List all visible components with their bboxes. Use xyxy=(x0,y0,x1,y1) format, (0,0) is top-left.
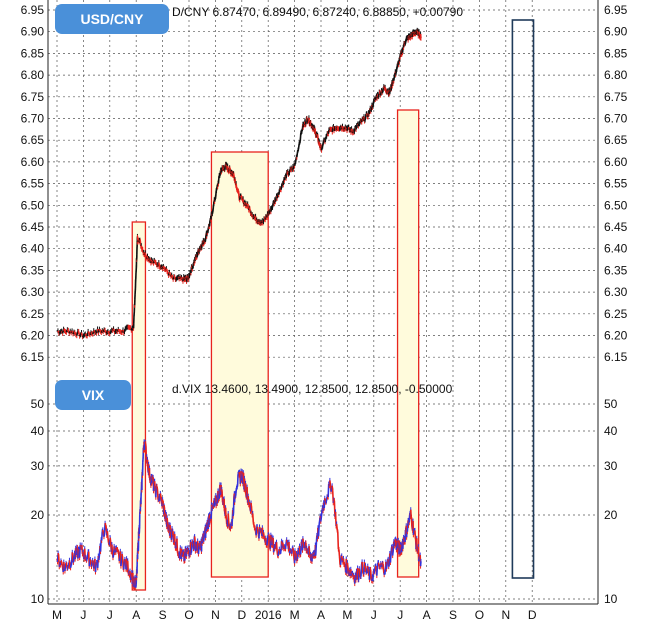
usdcny-y-tick-left: 6.55 xyxy=(21,177,45,191)
usdcny-y-tick-right: 6.25 xyxy=(604,307,628,321)
x-tick-label: M xyxy=(342,608,352,622)
usdcny-y-tick-right: 6.30 xyxy=(604,285,628,299)
usdcny-y-tick-right: 6.15 xyxy=(604,350,628,364)
usdcny-y-tick-left: 6.15 xyxy=(21,350,45,364)
usdcny-y-tick-right: 6.85 xyxy=(604,46,628,60)
usdcny-y-tick-left: 6.75 xyxy=(21,90,45,104)
usdcny-y-tick-right: 6.60 xyxy=(604,155,628,169)
x-tick-label: S xyxy=(449,608,457,622)
vix-y-tick-right: 30 xyxy=(604,459,618,473)
x-tick-label: J xyxy=(371,608,377,622)
usdcny-y-tick-right: 6.40 xyxy=(604,242,628,256)
y-tick-layer: 6.95 6.95 6.90 6.90 6.85 6.85 6.80 6.80 6.75 6.75… xyxy=(21,3,628,606)
vix-badge-label: VIX xyxy=(82,387,105,403)
usdcny-y-tick-left: 6.25 xyxy=(21,307,45,321)
grid-layer xyxy=(48,0,598,604)
x-tick-label: S xyxy=(159,608,167,622)
usdcny-y-tick-left: 6.65 xyxy=(21,133,45,147)
vix-badge: VIX xyxy=(55,380,131,410)
usdcny-badge: USD/CNY xyxy=(55,4,169,34)
usdcny-y-tick-right: 6.90 xyxy=(604,25,628,39)
x-tick-label: D xyxy=(237,608,246,622)
vix-series-segment xyxy=(336,531,340,550)
vix-header: d.VIX 13.4600, 13.4900, 12.8500, 12.8500… xyxy=(172,382,453,396)
usdcny-y-tick-right: 6.95 xyxy=(604,3,628,17)
vix-y-tick-right: 10 xyxy=(604,592,618,606)
usdcny-y-tick-right: 6.70 xyxy=(604,112,628,126)
usdcny-y-tick-left: 6.30 xyxy=(21,285,45,299)
vix-y-tick-left: 30 xyxy=(31,459,45,473)
highlight-box-red xyxy=(210,151,269,578)
usdcny-y-tick-left: 6.60 xyxy=(21,155,45,169)
usdcny-y-tick-right: 6.50 xyxy=(604,198,628,212)
x-tick-label: O xyxy=(184,608,193,622)
series-layer xyxy=(56,27,422,591)
usdcny-badge-label: USD/CNY xyxy=(80,11,144,27)
highlight-box-blue xyxy=(511,19,535,579)
x-tick-label: A xyxy=(317,608,325,622)
usdcny-y-tick-right: 6.80 xyxy=(604,68,628,82)
x-tick-label: M xyxy=(52,608,62,622)
usdcny-y-tick-right: 6.55 xyxy=(604,177,628,191)
vix-y-tick-right: 40 xyxy=(604,424,618,438)
x-tick-label: A xyxy=(423,608,431,622)
usdcny-y-tick-left: 6.20 xyxy=(21,329,45,343)
usdcny-header: D/CNY 6.87470, 6.89490, 6.87240, 6.88850… xyxy=(172,5,463,19)
usdcny-y-tick-left: 6.70 xyxy=(21,112,45,126)
x-tick-label: N xyxy=(501,608,510,622)
usdcny-y-tick-left: 6.45 xyxy=(21,220,45,234)
x-tick-label: M xyxy=(290,608,300,622)
usdcny-y-tick-left: 6.50 xyxy=(21,198,45,212)
vix-y-tick-left: 40 xyxy=(31,424,45,438)
vix-y-tick-left: 50 xyxy=(31,397,45,411)
usdcny-y-tick-right: 6.75 xyxy=(604,90,628,104)
usdcny-y-tick-left: 6.40 xyxy=(21,242,45,256)
x-tick-label: O xyxy=(475,608,484,622)
highlight-box-red xyxy=(396,109,420,578)
usdcny-y-tick-right: 6.20 xyxy=(604,329,628,343)
x-tick-label: J xyxy=(80,608,86,622)
x-tick-label: 2016 xyxy=(255,608,282,622)
x-tick-label: D xyxy=(528,608,537,622)
x-tick-label: J xyxy=(107,608,113,622)
usdcny-y-tick-left: 6.95 xyxy=(21,3,45,17)
x-tick-label: J xyxy=(397,608,403,622)
vix-y-tick-right: 50 xyxy=(604,397,618,411)
usdcny-y-tick-right: 6.65 xyxy=(604,133,628,147)
usdcny-y-tick-left: 6.35 xyxy=(21,263,45,277)
usdcny-y-tick-left: 6.80 xyxy=(21,68,45,82)
x-tick-label: A xyxy=(132,608,140,622)
x-tick-layer: M J J A S O N D 2016 M A M J J A S O N D xyxy=(52,608,537,622)
usdcny-y-tick-right: 6.35 xyxy=(604,263,628,277)
vix-y-tick-right: 20 xyxy=(604,508,618,522)
usdcny-y-tick-left: 6.85 xyxy=(21,46,45,60)
usdcny-y-tick-right: 6.45 xyxy=(604,220,628,234)
vix-y-tick-left: 10 xyxy=(31,592,45,606)
x-tick-label: N xyxy=(211,608,220,622)
highlight-box-red xyxy=(131,221,147,591)
usdcny-y-tick-left: 6.90 xyxy=(21,25,45,39)
vix-y-tick-left: 20 xyxy=(31,508,45,522)
